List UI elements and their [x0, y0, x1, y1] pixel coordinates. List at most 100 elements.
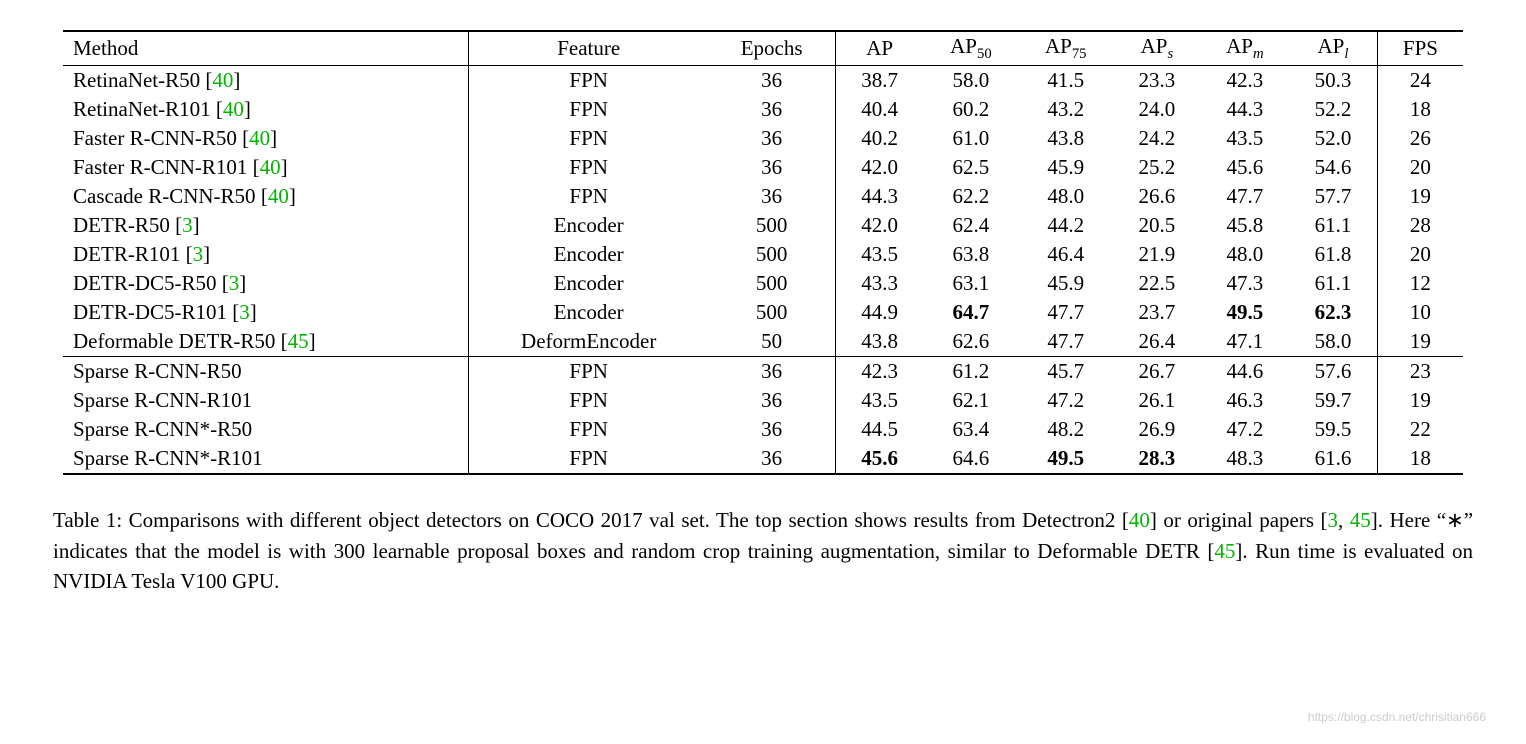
table-cell: 63.4: [924, 415, 1019, 444]
table-cell: 22.5: [1113, 269, 1200, 298]
table-cell: 22: [1377, 415, 1463, 444]
table-cell: 42.3: [835, 357, 923, 387]
table-cell: 47.2: [1018, 386, 1113, 415]
method-cell: Cascade R-CNN-R50 [40]: [63, 182, 468, 211]
table-row: Sparse R-CNN-R101FPN3643.562.147.226.146…: [63, 386, 1463, 415]
method-cell: DETR-DC5-R50 [3]: [63, 269, 468, 298]
table-cell: 43.3: [835, 269, 923, 298]
table-cell: 36: [708, 386, 835, 415]
table-cell: 43.5: [835, 386, 923, 415]
table-cell: 57.7: [1289, 182, 1377, 211]
table-cell: 62.2: [924, 182, 1019, 211]
table-cell: 47.2: [1201, 415, 1290, 444]
table-cell: FPN: [468, 444, 708, 474]
table-cell: 19: [1377, 182, 1463, 211]
method-cell: Faster R-CNN-R101 [40]: [63, 153, 468, 182]
table-cell: 19: [1377, 386, 1463, 415]
table-row: DETR-R50 [3]Encoder50042.062.444.220.545…: [63, 211, 1463, 240]
table-cell: 62.6: [924, 327, 1019, 357]
table-cell: 26.9: [1113, 415, 1200, 444]
method-cell: DETR-R50 [3]: [63, 211, 468, 240]
table-cell: 52.2: [1289, 95, 1377, 124]
table-cell: 48.0: [1201, 240, 1290, 269]
table-row: Deformable DETR-R50 [45]DeformEncoder504…: [63, 327, 1463, 357]
table-cell: 24: [1377, 66, 1463, 96]
table-cell: 47.1: [1201, 327, 1290, 357]
table-cell: 44.3: [835, 182, 923, 211]
table-cell: 43.5: [1201, 124, 1290, 153]
table-cell: 48.2: [1018, 415, 1113, 444]
table-cell: 500: [708, 269, 835, 298]
col-ap75: AP75: [1018, 31, 1113, 66]
table-cell: 45.6: [835, 444, 923, 474]
table-cell: 40.2: [835, 124, 923, 153]
table-cell: 58.0: [1289, 327, 1377, 357]
table-cell: 62.5: [924, 153, 1019, 182]
table-cell: 28: [1377, 211, 1463, 240]
method-cell: RetinaNet-R101 [40]: [63, 95, 468, 124]
table-cell: Encoder: [468, 240, 708, 269]
caption-label: Table 1:: [53, 508, 129, 532]
table-cell: 24.2: [1113, 124, 1200, 153]
table-cell: 43.8: [835, 327, 923, 357]
table-cell: 49.5: [1201, 298, 1290, 327]
table-cell: 36: [708, 182, 835, 211]
table-cell: 58.0: [924, 66, 1019, 96]
table-row: DETR-DC5-R50 [3]Encoder50043.363.145.922…: [63, 269, 1463, 298]
table-cell: 43.5: [835, 240, 923, 269]
table-cell: 500: [708, 240, 835, 269]
table-cell: 36: [708, 153, 835, 182]
col-apl: APl: [1289, 31, 1377, 66]
table-cell: 20.5: [1113, 211, 1200, 240]
table-cell: DeformEncoder: [468, 327, 708, 357]
table-cell: 64.6: [924, 444, 1019, 474]
col-apm: APm: [1201, 31, 1290, 66]
method-cell: Deformable DETR-R50 [45]: [63, 327, 468, 357]
table-cell: 23.7: [1113, 298, 1200, 327]
table-row: Sparse R-CNN*-R101FPN3645.664.649.528.34…: [63, 444, 1463, 474]
table-cell: 45.6: [1201, 153, 1290, 182]
table-cell: 62.1: [924, 386, 1019, 415]
table-cell: 48.3: [1201, 444, 1290, 474]
col-feature: Feature: [468, 31, 708, 66]
table-cell: 41.5: [1018, 66, 1113, 96]
table-cell: 46.3: [1201, 386, 1290, 415]
table-cell: 21.9: [1113, 240, 1200, 269]
table-cell: 20: [1377, 240, 1463, 269]
table-cell: 12: [1377, 269, 1463, 298]
method-cell: Sparse R-CNN-R50: [63, 357, 468, 387]
table-cell: 50: [708, 327, 835, 357]
table-cell: 19: [1377, 327, 1463, 357]
table-cell: 47.7: [1018, 327, 1113, 357]
table-cell: 26: [1377, 124, 1463, 153]
table-row: Sparse R-CNN*-R50FPN3644.563.448.226.947…: [63, 415, 1463, 444]
col-fps: FPS: [1377, 31, 1463, 66]
method-cell: Sparse R-CNN*-R50: [63, 415, 468, 444]
table-row: Cascade R-CNN-R50 [40]FPN3644.362.248.02…: [63, 182, 1463, 211]
table-cell: 36: [708, 124, 835, 153]
table-cell: 47.7: [1018, 298, 1113, 327]
col-ap50: AP50: [924, 31, 1019, 66]
table-cell: 59.5: [1289, 415, 1377, 444]
table-caption: Table 1: Comparisons with different obje…: [53, 505, 1473, 596]
table-cell: 64.7: [924, 298, 1019, 327]
col-aps: APs: [1113, 31, 1200, 66]
table-cell: FPN: [468, 415, 708, 444]
table-cell: 26.4: [1113, 327, 1200, 357]
table-cell: 28.3: [1113, 444, 1200, 474]
table-cell: 36: [708, 357, 835, 387]
table-cell: 44.3: [1201, 95, 1290, 124]
table-cell: 61.2: [924, 357, 1019, 387]
table-cell: 25.2: [1113, 153, 1200, 182]
table-cell: 49.5: [1018, 444, 1113, 474]
table-cell: Encoder: [468, 211, 708, 240]
table-cell: 50.3: [1289, 66, 1377, 96]
cite-3: 3: [1328, 508, 1339, 532]
cite-45: 45: [1350, 508, 1371, 532]
table-cell: 24.0: [1113, 95, 1200, 124]
table-cell: 61.0: [924, 124, 1019, 153]
table-cell: 59.7: [1289, 386, 1377, 415]
table-cell: 44.9: [835, 298, 923, 327]
caption-text-2: ] or original papers [: [1150, 508, 1328, 532]
table-cell: 26.1: [1113, 386, 1200, 415]
